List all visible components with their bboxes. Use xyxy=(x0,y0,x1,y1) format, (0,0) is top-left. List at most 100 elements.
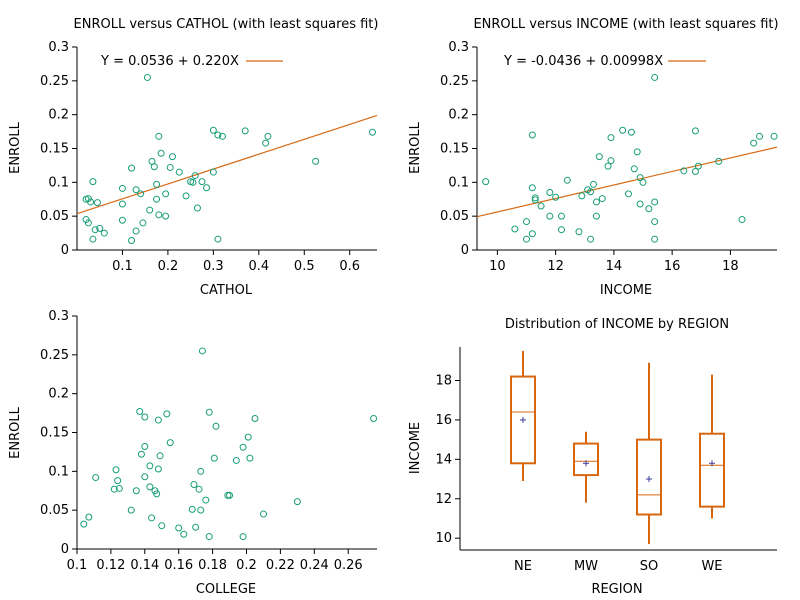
data-point xyxy=(511,225,519,233)
y-tick-label: 0.3 xyxy=(48,40,69,55)
fit-line xyxy=(76,114,378,215)
y-tick-label: 0.15 xyxy=(440,142,469,157)
data-point xyxy=(132,227,140,235)
y-tick-label: 0.3 xyxy=(448,40,469,55)
data-point xyxy=(552,193,560,201)
x-tick-label: 10 xyxy=(489,259,506,274)
x-tick-label: 0.26 xyxy=(334,558,363,573)
data-point xyxy=(139,219,147,227)
data-point xyxy=(162,190,170,198)
data-point xyxy=(212,422,220,430)
x-tick-label: 0.2 xyxy=(236,558,257,573)
data-point xyxy=(153,490,161,498)
x-tick-label: NE xyxy=(514,559,532,574)
data-point xyxy=(262,139,270,147)
data-point xyxy=(175,524,183,532)
data-point xyxy=(112,466,120,474)
data-point xyxy=(128,237,136,245)
x-tick-label: 0.14 xyxy=(130,558,159,573)
x-tick-label: 0.3 xyxy=(203,259,224,274)
data-point xyxy=(137,450,145,458)
chart-title: ENROLL versus CATHOL (with least squares… xyxy=(74,17,379,32)
x-tick-label: 0.5 xyxy=(294,259,315,274)
x-tick-label: 0.4 xyxy=(248,259,269,274)
x-tick-label: 0.24 xyxy=(300,558,329,573)
data-point xyxy=(523,218,531,226)
x-tick-label: 12 xyxy=(547,259,564,274)
data-point xyxy=(110,485,118,493)
x-tick-label: 0.6 xyxy=(339,259,360,274)
data-point xyxy=(756,132,764,140)
data-point xyxy=(202,496,210,504)
data-point xyxy=(750,139,758,147)
data-point xyxy=(150,163,158,171)
box-mw xyxy=(573,442,599,477)
y-tick-label: 0.25 xyxy=(40,74,69,89)
y-tick-label: 0.05 xyxy=(40,209,69,224)
data-point xyxy=(619,126,627,134)
data-point xyxy=(214,131,222,139)
y-tick-label: 0.15 xyxy=(40,426,69,441)
data-point xyxy=(96,224,104,232)
data-point xyxy=(141,473,149,481)
y-tick-label: 0.05 xyxy=(40,503,69,518)
data-point xyxy=(168,153,176,161)
data-point xyxy=(197,506,205,514)
data-point xyxy=(244,433,252,441)
box-so xyxy=(636,438,662,516)
data-point xyxy=(82,195,90,203)
box-ne xyxy=(510,375,536,465)
data-point xyxy=(114,477,122,485)
data-point xyxy=(118,216,126,224)
y-tick-label: 0 xyxy=(461,243,469,258)
data-point xyxy=(155,211,163,219)
fit-line xyxy=(476,146,778,218)
y-tick-label: 0.3 xyxy=(48,309,69,324)
data-point xyxy=(209,126,217,134)
data-point xyxy=(180,530,188,538)
data-point xyxy=(627,128,635,136)
data-point xyxy=(531,196,539,204)
data-point xyxy=(162,212,170,220)
data-point xyxy=(651,73,659,81)
data-point xyxy=(93,199,101,207)
data-point xyxy=(154,416,162,424)
data-point xyxy=(137,190,145,198)
data-point xyxy=(578,192,586,200)
data-point xyxy=(523,235,531,243)
data-point xyxy=(141,413,149,421)
data-point xyxy=(607,134,615,142)
chart-title: Distribution of INCOME by REGION xyxy=(505,317,729,332)
data-point xyxy=(155,132,163,140)
data-point xyxy=(143,73,151,81)
data-point xyxy=(630,165,638,173)
x-tick-label: 0.16 xyxy=(164,558,193,573)
data-point xyxy=(651,235,659,243)
data-point xyxy=(80,520,88,528)
data-point xyxy=(607,157,615,165)
data-point xyxy=(575,228,583,236)
data-point xyxy=(205,408,213,416)
data-point xyxy=(680,167,688,175)
y-tick-label: 0.05 xyxy=(440,209,469,224)
data-point xyxy=(188,505,196,513)
data-point xyxy=(182,192,190,200)
data-point xyxy=(651,218,659,226)
data-point xyxy=(691,127,699,135)
data-point xyxy=(232,456,240,464)
x-tick-label: 0.1 xyxy=(112,259,133,274)
data-point xyxy=(482,178,490,186)
data-point xyxy=(191,172,199,180)
y-tick-label: 0.25 xyxy=(40,348,69,363)
y-tick-label: 0.1 xyxy=(48,175,69,190)
data-point xyxy=(368,128,376,136)
y-tick-label: 0.2 xyxy=(48,387,69,402)
data-point xyxy=(546,212,554,220)
data-point xyxy=(639,178,647,186)
data-point xyxy=(146,483,154,491)
box-we xyxy=(699,432,725,508)
panel-enroll-vs-cathol: ENROLL versus CATHOL (with least squares… xyxy=(8,17,378,298)
y-tick-label: 0.1 xyxy=(48,464,69,479)
x-tick-label: 0.1 xyxy=(67,558,88,573)
data-point xyxy=(197,467,205,475)
